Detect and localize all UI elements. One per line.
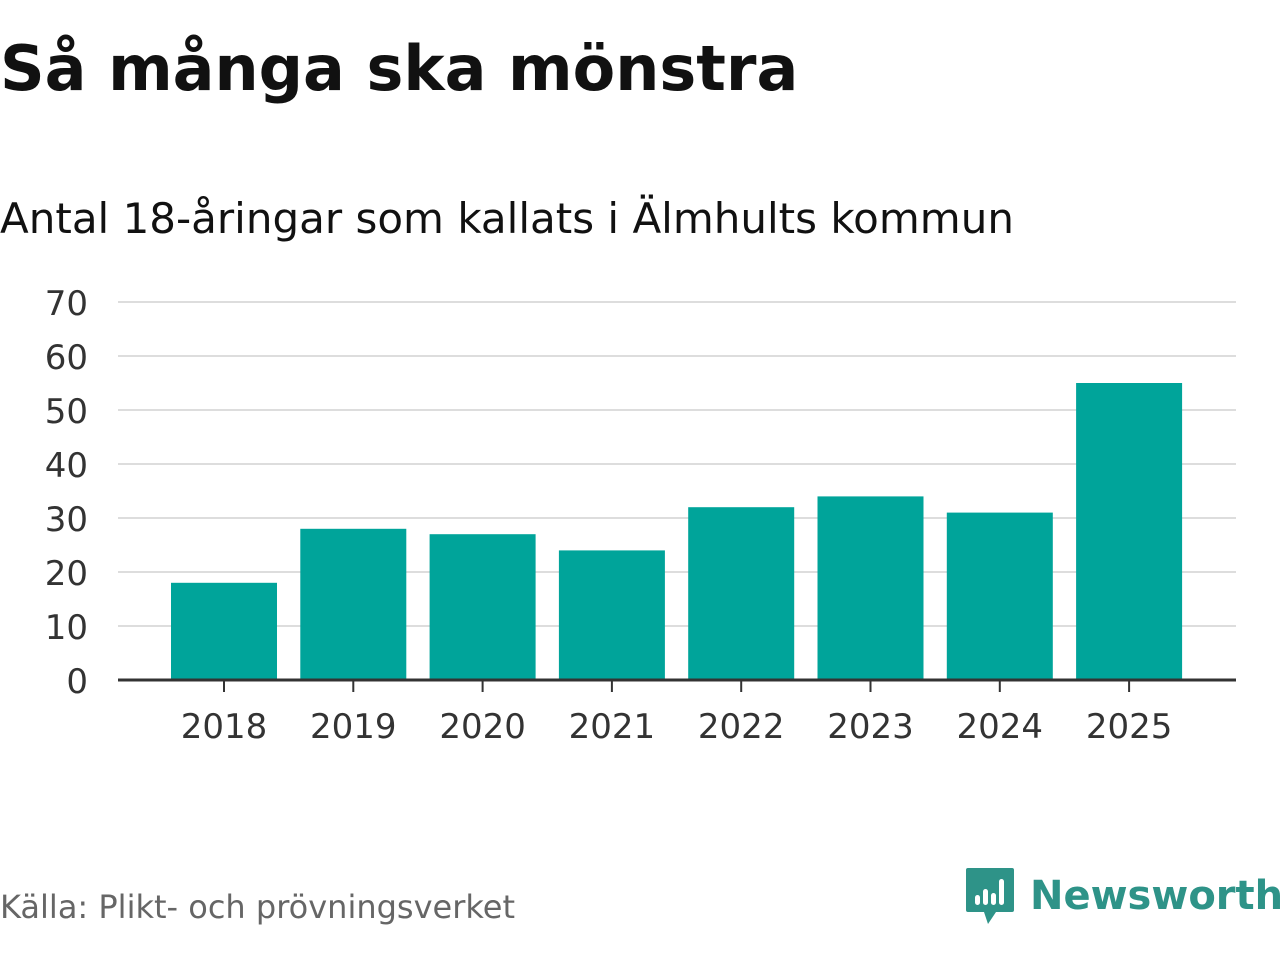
y-tick-label: 40 <box>45 446 88 486</box>
x-tick-label: 2022 <box>698 707 785 747</box>
x-tick-label: 2024 <box>957 707 1044 747</box>
newsworthy-logo-icon <box>966 868 1014 924</box>
y-tick-label: 20 <box>45 554 88 594</box>
bar <box>171 582 277 680</box>
bar <box>429 534 536 680</box>
bar <box>300 528 407 680</box>
y-tick-label: 70 <box>45 284 88 324</box>
chart-subtitle: Antal 18-åringar som kallats i Älmhults … <box>0 194 1014 243</box>
y-tick-label: 10 <box>45 608 88 648</box>
x-tick-label: 2020 <box>439 707 526 747</box>
bar <box>817 496 924 680</box>
bar <box>1076 383 1183 680</box>
x-tick-label: 2018 <box>181 707 268 747</box>
bar <box>558 550 665 680</box>
y-tick-label: 0 <box>66 662 88 702</box>
x-tick-label: 2023 <box>827 707 914 747</box>
x-tick-label: 2021 <box>569 707 656 747</box>
bar <box>946 512 1053 680</box>
x-tick-label: 2025 <box>1086 707 1173 747</box>
x-tick-label: 2019 <box>310 707 397 747</box>
y-tick-label: 50 <box>45 392 88 432</box>
chart-title: Så många ska mönstra <box>0 32 799 105</box>
brand-name: Newsworthy <box>1030 873 1280 919</box>
bar <box>688 507 795 680</box>
y-tick-label: 60 <box>45 338 88 378</box>
source-note: Källa: Plikt- och prövningsverket <box>0 888 515 926</box>
brand-logo: Newsworthy <box>964 866 1280 926</box>
y-tick-label: 30 <box>45 500 88 540</box>
